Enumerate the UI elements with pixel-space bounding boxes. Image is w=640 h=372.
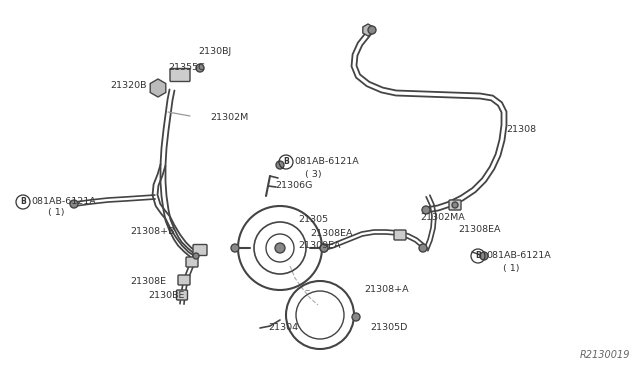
FancyBboxPatch shape: [177, 290, 188, 300]
Circle shape: [452, 202, 458, 208]
Polygon shape: [363, 24, 373, 36]
Text: R2130019: R2130019: [579, 350, 630, 360]
Circle shape: [193, 253, 199, 259]
Text: 21305: 21305: [298, 215, 328, 224]
Text: B: B: [475, 251, 481, 260]
FancyBboxPatch shape: [449, 200, 461, 210]
Circle shape: [275, 243, 285, 253]
Text: ( 1): ( 1): [503, 263, 520, 273]
Text: 21320B: 21320B: [110, 80, 147, 90]
Circle shape: [480, 252, 488, 260]
Text: 21308: 21308: [506, 125, 536, 135]
FancyBboxPatch shape: [193, 244, 207, 256]
Circle shape: [422, 206, 430, 214]
Polygon shape: [150, 79, 166, 97]
Text: 21302MA: 21302MA: [420, 214, 465, 222]
Text: 21305D: 21305D: [370, 324, 408, 333]
Circle shape: [320, 244, 328, 252]
Text: 21302M: 21302M: [210, 113, 248, 122]
Circle shape: [368, 26, 376, 34]
Circle shape: [419, 244, 427, 252]
Circle shape: [231, 244, 239, 252]
Text: 2130BE: 2130BE: [148, 292, 184, 301]
Text: 081AB-6121A: 081AB-6121A: [31, 198, 96, 206]
Circle shape: [320, 244, 328, 252]
Circle shape: [352, 313, 360, 321]
FancyBboxPatch shape: [170, 68, 190, 81]
Text: 21308E: 21308E: [130, 278, 166, 286]
Text: 21355C: 21355C: [168, 64, 205, 73]
Circle shape: [196, 64, 204, 72]
Circle shape: [70, 200, 78, 208]
FancyBboxPatch shape: [186, 257, 198, 267]
Text: 081AB-6121A: 081AB-6121A: [486, 251, 551, 260]
Text: 081AB-6121A: 081AB-6121A: [294, 157, 359, 167]
Text: B: B: [283, 157, 289, 167]
Text: 21308+B: 21308+B: [130, 228, 175, 237]
Text: ( 1): ( 1): [48, 208, 65, 218]
Text: ( 3): ( 3): [305, 170, 322, 179]
FancyBboxPatch shape: [394, 230, 406, 240]
Text: 21309EA: 21309EA: [298, 241, 340, 250]
Text: 21304: 21304: [268, 324, 298, 333]
Text: 2130BJ: 2130BJ: [198, 48, 231, 57]
Text: 21308EA: 21308EA: [458, 225, 500, 234]
Text: B: B: [20, 198, 26, 206]
Text: 21306G: 21306G: [275, 182, 312, 190]
Text: 21308+A: 21308+A: [364, 285, 408, 295]
Text: 21308EA: 21308EA: [310, 230, 353, 238]
FancyBboxPatch shape: [178, 275, 190, 285]
Circle shape: [276, 161, 284, 169]
